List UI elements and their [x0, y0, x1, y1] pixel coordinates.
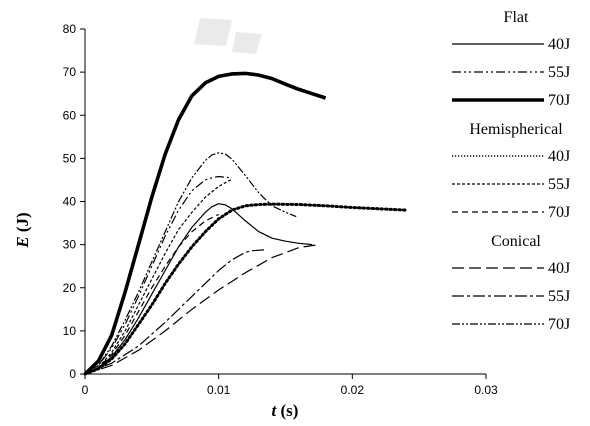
y-tick-label: 30: [63, 238, 77, 252]
legend-label-flat-70: 70J: [548, 92, 570, 109]
legend-label-flat-40: 40J: [548, 36, 570, 53]
legend-group-title: Hemispherical: [469, 121, 563, 138]
x-axis-title-unit: (s): [276, 401, 298, 420]
series-layer: [83, 71, 408, 376]
legend: Flat 40J 55J 70J Hemispherical 40J 55J 70J Conic…: [452, 9, 570, 333]
legend-group-title: Conical: [491, 233, 541, 250]
legend-label-hemi-55: 55J: [548, 176, 570, 193]
y-tick-label: 40: [63, 195, 77, 209]
x-axis-title: t (s): [272, 401, 299, 420]
series-line-con-40: [84, 244, 319, 375]
y-tick-label: 50: [63, 151, 77, 165]
axes: 0 10 20 30 40 50 60 70 80 0 0.01 0.02 0.03: [63, 22, 498, 397]
series-line-con-70: [84, 152, 297, 375]
series-line-flat-55: [84, 175, 233, 375]
legend-label-con-40: 40J: [548, 260, 570, 277]
series-line-con-55: [84, 249, 266, 375]
x-tick-label: 0.03: [474, 383, 498, 397]
y-axis-title-unit: (J): [13, 212, 32, 236]
series-line-hemi-70: [84, 213, 219, 375]
x-tick-label: 0: [82, 383, 89, 397]
series-line-flat-70: [83, 71, 327, 376]
legend-label-flat-55: 55J: [548, 64, 570, 81]
series-line-hemi-55: [84, 178, 233, 375]
legend-group-title: Flat: [504, 9, 529, 26]
x-axis-title-symbol: t: [272, 401, 278, 420]
x-tick-label: 0.02: [341, 383, 365, 397]
y-tick-label: 0: [69, 367, 76, 381]
watermark-shape: [194, 18, 262, 54]
y-axis-title-symbol: E: [13, 236, 32, 248]
y-tick-label: 60: [63, 108, 77, 122]
legend-label-hemi-40: 40J: [548, 148, 570, 165]
legend-label-hemi-70: 70J: [548, 204, 570, 221]
legend-label-con-70: 70J: [548, 316, 570, 333]
y-tick-label: 80: [63, 22, 77, 36]
x-tick-label: 0.01: [207, 383, 231, 397]
y-tick-label: 20: [63, 281, 77, 295]
series-line-hemi-40: [83, 202, 408, 376]
y-axis-title: E (J): [13, 212, 32, 248]
legend-label-con-55: 55J: [548, 288, 570, 305]
series-line-flat-40: [84, 203, 313, 375]
y-tick-label: 70: [63, 65, 77, 79]
y-tick-label: 10: [63, 324, 77, 338]
watermark: [194, 18, 262, 54]
